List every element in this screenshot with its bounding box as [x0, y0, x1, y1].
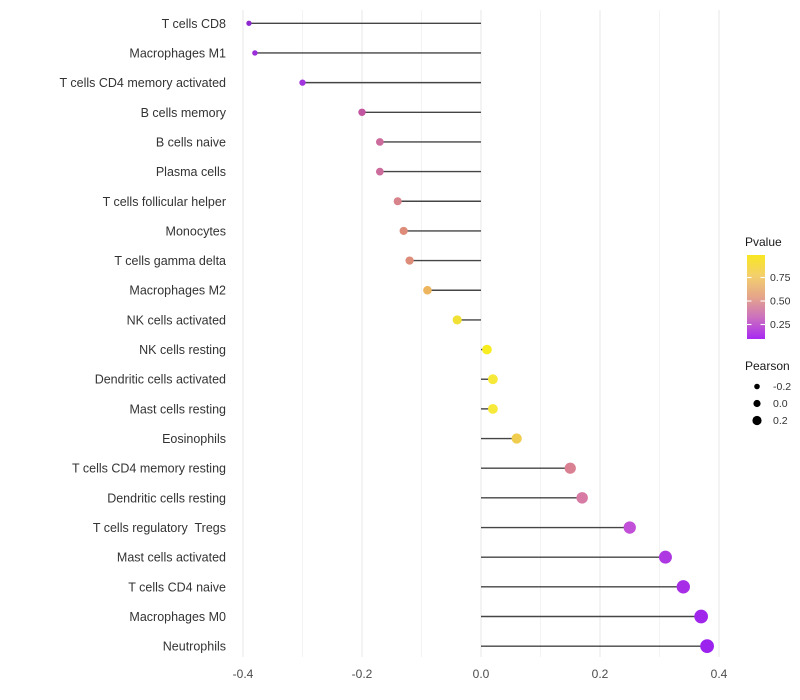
pvalue-legend-title: Pvalue [745, 235, 782, 249]
data-point [252, 50, 258, 56]
data-point [423, 285, 432, 295]
x-axis-tick-label: -0.4 [233, 667, 254, 681]
category-label: NK cells activated [127, 313, 226, 327]
category-label: Neutrophils [163, 640, 226, 654]
pvalue-tick-label: 0.50 [770, 296, 791, 308]
data-point [399, 226, 408, 236]
category-label: Macrophages M0 [129, 610, 226, 624]
category-label: T cells regulatory Tregs [93, 521, 226, 535]
category-label: T cells CD4 naive [128, 580, 226, 594]
category-label: Dendritic cells resting [107, 491, 226, 505]
data-point [246, 20, 252, 26]
x-axis-tick-label: 0.0 [473, 667, 490, 681]
data-point [487, 374, 498, 385]
data-point [482, 344, 492, 355]
data-point [658, 550, 672, 564]
category-label: Plasma cells [156, 165, 226, 179]
category-label: T cells gamma delta [114, 254, 226, 268]
data-point [375, 138, 384, 146]
data-point [511, 433, 522, 444]
data-point [564, 462, 576, 474]
pearson-legend-label: 0.0 [773, 398, 788, 410]
category-label: Macrophages M2 [129, 284, 226, 298]
x-axis-tick-label: 0.4 [711, 667, 728, 681]
pvalue-tick-label: 0.25 [770, 319, 791, 331]
data-point [487, 403, 498, 414]
category-label: Eosinophils [162, 432, 226, 446]
pearson-legend-dot [752, 415, 762, 426]
data-point [694, 609, 708, 624]
pearson-legend-dot [753, 399, 761, 408]
pvalue-colorbar [747, 255, 765, 339]
pearson-legend-label: -0.2 [773, 381, 791, 393]
category-label: Dendritic cells activated [95, 373, 226, 387]
category-label: T cells CD8 [162, 17, 226, 31]
category-label: T cells CD4 memory resting [72, 462, 226, 476]
category-label: Macrophages M1 [129, 46, 226, 60]
data-point [700, 639, 714, 654]
pearson-legend-dot [754, 383, 760, 390]
data-point [576, 492, 588, 504]
data-point [623, 521, 636, 534]
data-point [393, 197, 402, 206]
category-label: B cells memory [141, 106, 227, 120]
category-label: T cells follicular helper [103, 195, 226, 209]
category-label: NK cells resting [139, 343, 226, 357]
data-point [358, 108, 366, 116]
category-label: T cells CD4 memory activated [60, 76, 227, 90]
data-point [452, 315, 462, 325]
category-label: Mast cells resting [129, 402, 226, 416]
pearson-legend-title: Pearson [745, 359, 790, 373]
category-label: Mast cells activated [117, 551, 226, 565]
x-axis-tick-label: -0.2 [352, 667, 373, 681]
category-label: Monocytes [166, 224, 226, 238]
data-point [375, 167, 384, 176]
data-point [676, 580, 690, 594]
category-label: B cells naive [156, 135, 226, 149]
x-axis-tick-label: 0.2 [592, 667, 609, 681]
pearson-legend-label: 0.2 [773, 415, 788, 427]
pvalue-tick-label: 0.75 [770, 272, 791, 284]
data-point [299, 79, 306, 86]
data-point [405, 256, 414, 265]
